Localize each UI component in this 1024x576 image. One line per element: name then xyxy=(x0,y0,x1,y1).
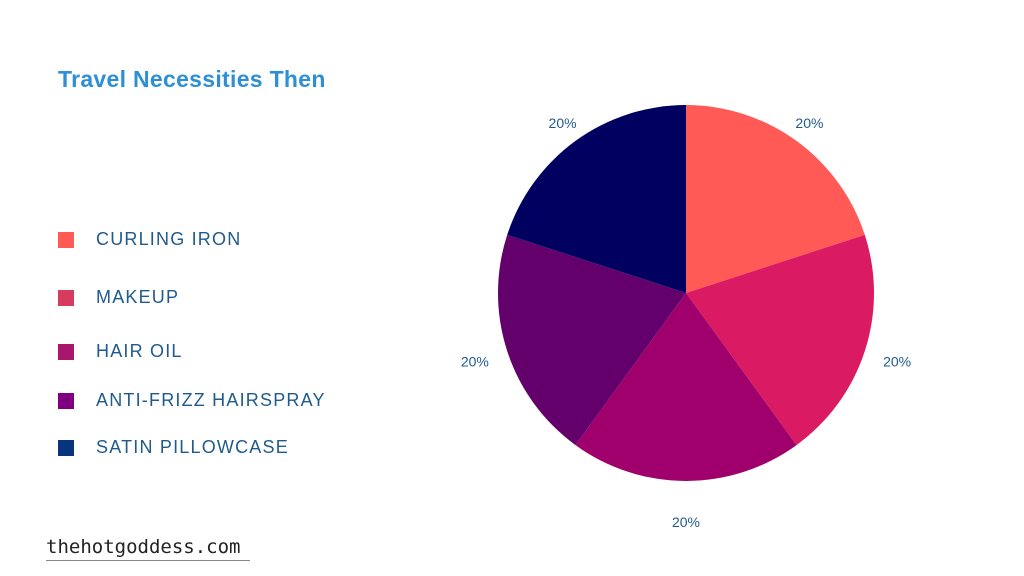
pie-slice xyxy=(575,293,797,481)
legend-item: SATIN PILLOWCASE xyxy=(58,437,289,458)
legend-swatch xyxy=(58,392,74,409)
legend-label: HAIR OIL xyxy=(96,341,183,361)
legend-item: CURLING IRON xyxy=(58,229,241,250)
legend-label: MAKEUP xyxy=(96,287,180,307)
legend-label: ANTI-FRIZZ HAIRSPRAY xyxy=(96,390,326,410)
slice-label: 20% xyxy=(672,514,700,530)
pie-slice xyxy=(498,234,686,446)
legend-label: SATIN PILLOWCASE xyxy=(96,437,289,457)
legend-item: HAIR OIL xyxy=(58,341,183,362)
legend-item: ANTI-FRIZZ HAIRSPRAY xyxy=(58,390,326,411)
legend-swatch xyxy=(58,289,74,306)
pie-slice xyxy=(686,234,875,446)
legend-swatch xyxy=(58,231,74,248)
slice-label: 20% xyxy=(461,354,489,370)
legend-swatch xyxy=(58,343,74,360)
legend-item: MAKEUP xyxy=(58,287,179,308)
slice-label: 20% xyxy=(549,115,577,131)
legend-label: CURLING IRON xyxy=(96,229,242,249)
pie-slice xyxy=(686,105,865,293)
slice-label: 20% xyxy=(883,354,911,370)
slice-label: 20% xyxy=(795,115,823,131)
legend-swatch xyxy=(58,439,74,456)
pie-slice xyxy=(507,104,686,293)
watermark: thehotgoddess.com xyxy=(46,536,251,561)
chart-title: Travel Necessities Then xyxy=(58,66,326,92)
